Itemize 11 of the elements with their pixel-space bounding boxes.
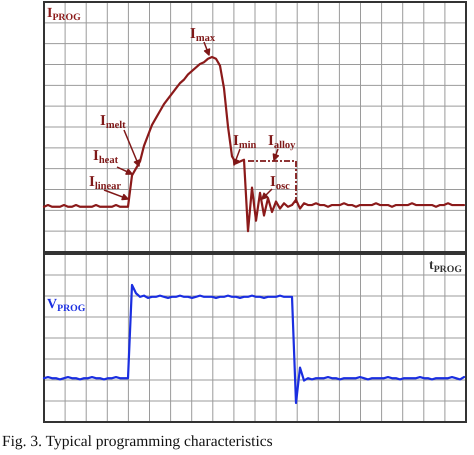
annotation: I$_{heat}$: [93, 148, 119, 166]
x-axis-title: t$_{PROG}$: [429, 258, 462, 274]
y-axis-title: I$_{PROG}$: [47, 6, 82, 22]
annotation: I$_{osc}$: [270, 174, 290, 192]
annotation: I$_{min}$: [233, 133, 257, 151]
annotation: I$_{melt}$: [100, 113, 126, 131]
annotation: I$_{alloy}$: [268, 133, 296, 151]
caption: Fig. 3. Typical programming characteristics: [2, 433, 273, 450]
annotation: I$_{linear}$: [89, 174, 122, 192]
text: I$_{max}$: [190, 26, 216, 44]
y-axis-title: V$_{PROG}$: [47, 297, 86, 314]
